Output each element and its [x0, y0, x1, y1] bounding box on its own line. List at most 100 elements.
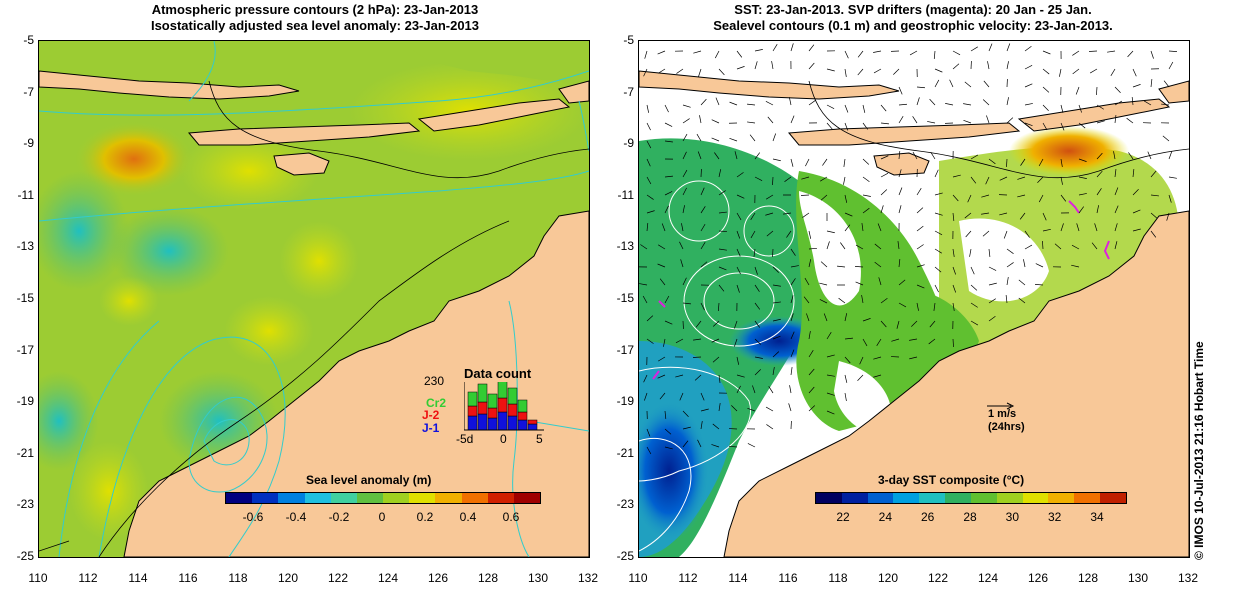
velocity-arrow — [1017, 194, 1026, 198]
velocity-arrow — [681, 223, 684, 232]
velocity-arrow — [765, 212, 774, 216]
velocity-arrow — [747, 443, 756, 448]
velocity-arrow — [700, 223, 706, 232]
velocity-arrow — [644, 392, 648, 401]
velocity-arrow — [736, 230, 741, 239]
right-lat-tick: -21 — [616, 445, 634, 460]
velocity-arrow — [826, 374, 835, 377]
velocity-arrow — [1060, 176, 1063, 185]
sla-colorbar-tick-label: 0.2 — [416, 510, 434, 524]
right-lat-tick: -13 — [616, 239, 634, 254]
velocity-arrow — [1096, 205, 1099, 214]
data-count-histogram — [464, 382, 544, 431]
velocity-arrow — [1096, 120, 1105, 124]
velocity-arrow — [880, 297, 888, 304]
velocity-arrow — [772, 367, 775, 376]
velocity-arrow — [861, 223, 864, 232]
velocity-arrow — [1024, 45, 1032, 52]
velocity-arrow — [916, 284, 925, 289]
histogram-bar — [517, 411, 528, 421]
velocity-arrow — [664, 175, 673, 178]
velocity-arrow — [754, 302, 761, 310]
velocity-arrow — [826, 68, 835, 72]
velocity-arrow — [1019, 212, 1026, 220]
velocity-arrow — [857, 68, 864, 76]
velocity-arrow — [772, 158, 781, 162]
velocity-arrow — [772, 301, 781, 304]
velocity-arrow — [700, 206, 706, 214]
velocity-arrow — [754, 338, 762, 345]
velocity-arrow — [893, 68, 900, 75]
velocity-arrow — [857, 374, 864, 382]
velocity-arrow — [1114, 115, 1117, 124]
histogram-bar — [507, 387, 518, 405]
velocity-arrow — [898, 302, 907, 308]
data-count-x-zero: 0 — [500, 432, 507, 446]
sla-colorbar — [225, 492, 541, 504]
velocity-arrow — [1089, 68, 1098, 74]
velocity-arrow — [952, 248, 955, 257]
sla-colorbar-tick-label: 0 — [378, 510, 386, 524]
left-lon-tick: 132 — [577, 571, 599, 585]
velocity-arrow — [700, 302, 705, 311]
velocity-arrow — [1132, 84, 1141, 88]
left-lat-tick: -13 — [16, 239, 34, 254]
velocity-arrow — [880, 104, 887, 112]
velocity-arrow — [772, 335, 781, 340]
velocity-arrow — [766, 230, 774, 237]
left-lon-tick: 112 — [78, 571, 98, 585]
velocity-arrow — [646, 338, 654, 344]
velocity-arrow — [934, 248, 942, 254]
velocity-arrow — [880, 122, 889, 125]
velocity-arrow — [844, 50, 849, 59]
velocity-arrow — [862, 104, 866, 113]
sla-colorbar-swatch — [461, 493, 488, 503]
velocity-arrow — [880, 155, 889, 160]
velocity-arrow — [717, 302, 720, 312]
velocity-arrow — [912, 151, 918, 160]
velocity-arrow — [934, 212, 943, 216]
velocity-arrow — [934, 79, 940, 88]
velocity-arrow — [862, 158, 870, 165]
velocity-arrow — [844, 356, 851, 364]
velocity-arrow — [898, 103, 907, 106]
sea-level-anomaly-map — [38, 40, 590, 558]
velocity-arrow — [731, 405, 738, 412]
velocity-arrow — [750, 212, 756, 220]
velocity-arrow — [1076, 223, 1080, 232]
velocity-arrow — [952, 212, 955, 221]
velocity-arrow — [718, 169, 722, 178]
velocity-arrow — [970, 176, 977, 184]
velocity-arrow — [729, 101, 738, 106]
right-lat-tick: -11 — [617, 187, 634, 202]
velocity-arrow — [896, 320, 900, 329]
velocity-arrow — [808, 405, 816, 412]
velocity-arrow — [1006, 97, 1009, 106]
sst-colorbar — [815, 492, 1127, 504]
velocity-arrow — [682, 133, 688, 142]
velocity-arrow — [747, 407, 756, 412]
velocity-arrow — [873, 68, 882, 74]
velocity-arrow — [1114, 205, 1119, 214]
velocity-arrow — [880, 172, 889, 178]
velocity-arrow — [819, 299, 828, 304]
velocity-arrow — [754, 356, 763, 359]
velocity-arrow — [772, 284, 781, 287]
velocity-arrow — [988, 298, 996, 304]
velocity-arrow — [843, 176, 846, 185]
velocity-arrow — [1006, 262, 1014, 268]
velocity-arrow — [1091, 242, 1098, 250]
velocity-arrow — [1042, 228, 1051, 232]
data-count-title: Data count — [464, 366, 532, 381]
velocity-arrow — [790, 331, 795, 340]
velocity-arrow — [771, 61, 774, 70]
velocity-arrow — [1071, 244, 1080, 250]
velocity-arrow — [697, 151, 702, 160]
velocity-arrow — [714, 152, 720, 160]
velocity-arrow — [1024, 122, 1033, 127]
velocity-arrow — [788, 403, 792, 412]
sst-colorbar-title: 3-day SST composite (°C) — [878, 473, 1025, 487]
sla-colorbar-swatch — [304, 493, 331, 503]
velocity-arrow — [1096, 86, 1098, 96]
velocity-arrow — [1132, 169, 1135, 178]
